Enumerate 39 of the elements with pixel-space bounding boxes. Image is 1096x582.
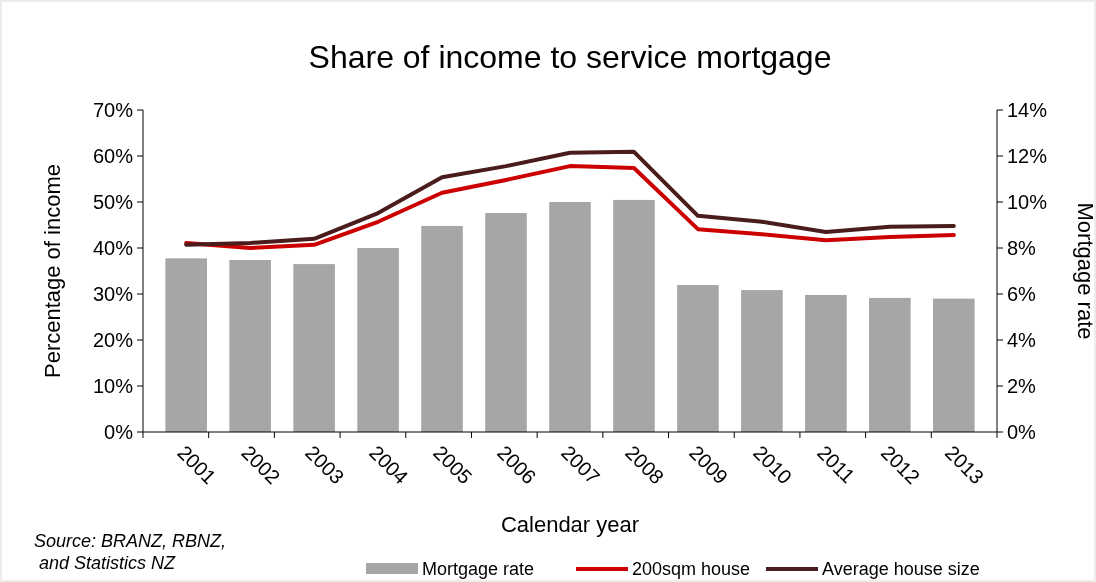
y-tick-label: 10%: [92, 375, 134, 397]
bar: [165, 258, 207, 432]
y-tick-label: 30%: [92, 283, 134, 305]
bar: [741, 290, 783, 432]
line-series: [184, 164, 956, 250]
x-axis-title: Calendar year: [500, 512, 640, 537]
chart-title: Share of income to service mortgage: [308, 39, 832, 75]
y2-tick-label: 0%: [1007, 421, 1037, 443]
y2-axis-title: Mortgage rate: [1073, 202, 1096, 340]
bar: [485, 213, 527, 432]
bar: [869, 297, 911, 432]
bar: [677, 285, 719, 432]
bar: [293, 264, 335, 432]
y2-tick-label: 12%: [1007, 145, 1048, 167]
bar: [805, 294, 847, 432]
legend-label: Average house size: [822, 559, 980, 580]
legend-label: 200sqm house: [632, 559, 751, 580]
line-series: [184, 149, 956, 247]
y2-tick-label: 2%: [1007, 375, 1037, 397]
y2-tick-label: 14%: [1007, 99, 1048, 121]
bar: [549, 202, 591, 432]
y-axis-title: Percentage of income: [40, 163, 65, 379]
y2-tick-label: 10%: [1007, 191, 1048, 213]
y2-tick-label: 4%: [1007, 329, 1037, 351]
y-tick-label: 20%: [92, 329, 134, 351]
bar: [613, 199, 655, 432]
y2-tick-label: 6%: [1007, 283, 1037, 305]
y-tick-label: 0%: [104, 421, 134, 443]
bar: [357, 248, 399, 432]
y-tick-label: 40%: [92, 237, 134, 259]
bar: [933, 298, 975, 432]
legend-label: Mortgage rate: [422, 559, 535, 580]
y-tick-label: 60%: [92, 145, 134, 167]
bar: [229, 259, 271, 432]
y-tick-label: 70%: [92, 99, 134, 121]
y-tick-label: 50%: [92, 191, 134, 213]
bar: [421, 225, 463, 432]
y2-tick-label: 8%: [1007, 237, 1037, 259]
source-note: Source: BRANZ, RBNZ, and Statistics NZ: [34, 531, 227, 573]
